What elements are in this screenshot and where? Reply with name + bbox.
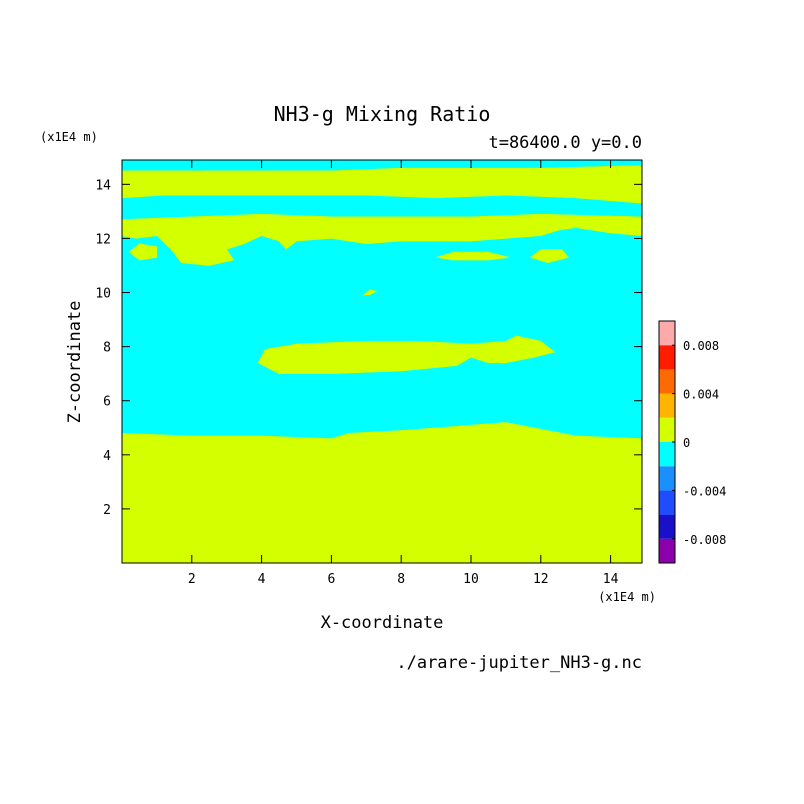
colorbar-segment <box>659 417 675 442</box>
x-axis-ticks: 2 4 6 8 10 12 14 <box>188 160 619 587</box>
colorbar-segment <box>659 321 675 346</box>
y-tick-label: 4 <box>103 449 111 464</box>
colorbar-segment <box>659 393 675 418</box>
colorbar-tick-label: 0.008 <box>683 339 719 353</box>
colorbar-segment <box>659 514 675 539</box>
y-axis-label: Z-coordinate <box>65 301 85 424</box>
contour-region-6 <box>122 213 642 266</box>
y-tick-label: 14 <box>95 178 111 193</box>
colorbar-segment <box>659 538 675 563</box>
colorbar-tick-label: -0.004 <box>683 484 726 498</box>
x-tick-label: 14 <box>603 572 619 587</box>
z-unit-label: (x1E4 m) <box>40 130 98 144</box>
plot-area <box>122 160 642 563</box>
footer-filename: ./arare-jupiter_NH3-g.nc <box>396 653 642 673</box>
colorbar-segment <box>659 369 675 394</box>
contour-region-3 <box>436 251 510 261</box>
x-unit-label: (x1E4 m) <box>598 590 656 604</box>
colorbar-segment <box>659 442 675 467</box>
x-axis-label: X-coordinate <box>321 613 444 633</box>
y-tick-label: 6 <box>103 395 111 410</box>
y-tick-label: 2 <box>103 503 111 518</box>
y-tick-label: 8 <box>103 341 111 356</box>
colorbar-segment <box>659 345 675 370</box>
x-tick-label: 10 <box>463 572 479 587</box>
contour-region-0 <box>122 422 642 563</box>
contour-region-7 <box>122 165 642 204</box>
colorbar-segment <box>659 466 675 491</box>
x-tick-label: 4 <box>258 572 266 587</box>
colorbar-tick-label: 0.004 <box>683 388 719 402</box>
x-tick-label: 2 <box>188 572 196 587</box>
colorbar-segment <box>659 490 675 515</box>
x-tick-label: 12 <box>533 572 549 587</box>
y-tick-label: 12 <box>95 232 111 247</box>
plot-frame <box>121 159 643 564</box>
colorbar-tick-label: 0 <box>683 436 690 450</box>
contour-regions <box>122 165 642 563</box>
y-tick-label: 10 <box>95 287 111 302</box>
colorbar: 0.008 0.004 0 -0.004 -0.008 <box>658 320 726 564</box>
contour-region-5 <box>128 243 158 261</box>
chart-subtitle: t=86400.0 y=0.0 <box>488 133 642 153</box>
x-tick-label: 6 <box>327 572 335 587</box>
contour-region-2 <box>361 289 378 296</box>
chart-title: NH3-g Mixing Ratio <box>274 102 491 126</box>
contour-region-4 <box>529 249 570 264</box>
y-axis-ticks: 2 4 6 8 10 12 14 <box>95 178 642 518</box>
colorbar-tick-label: -0.008 <box>683 533 726 547</box>
x-tick-label: 8 <box>397 572 405 587</box>
contour-region-1 <box>257 335 556 374</box>
